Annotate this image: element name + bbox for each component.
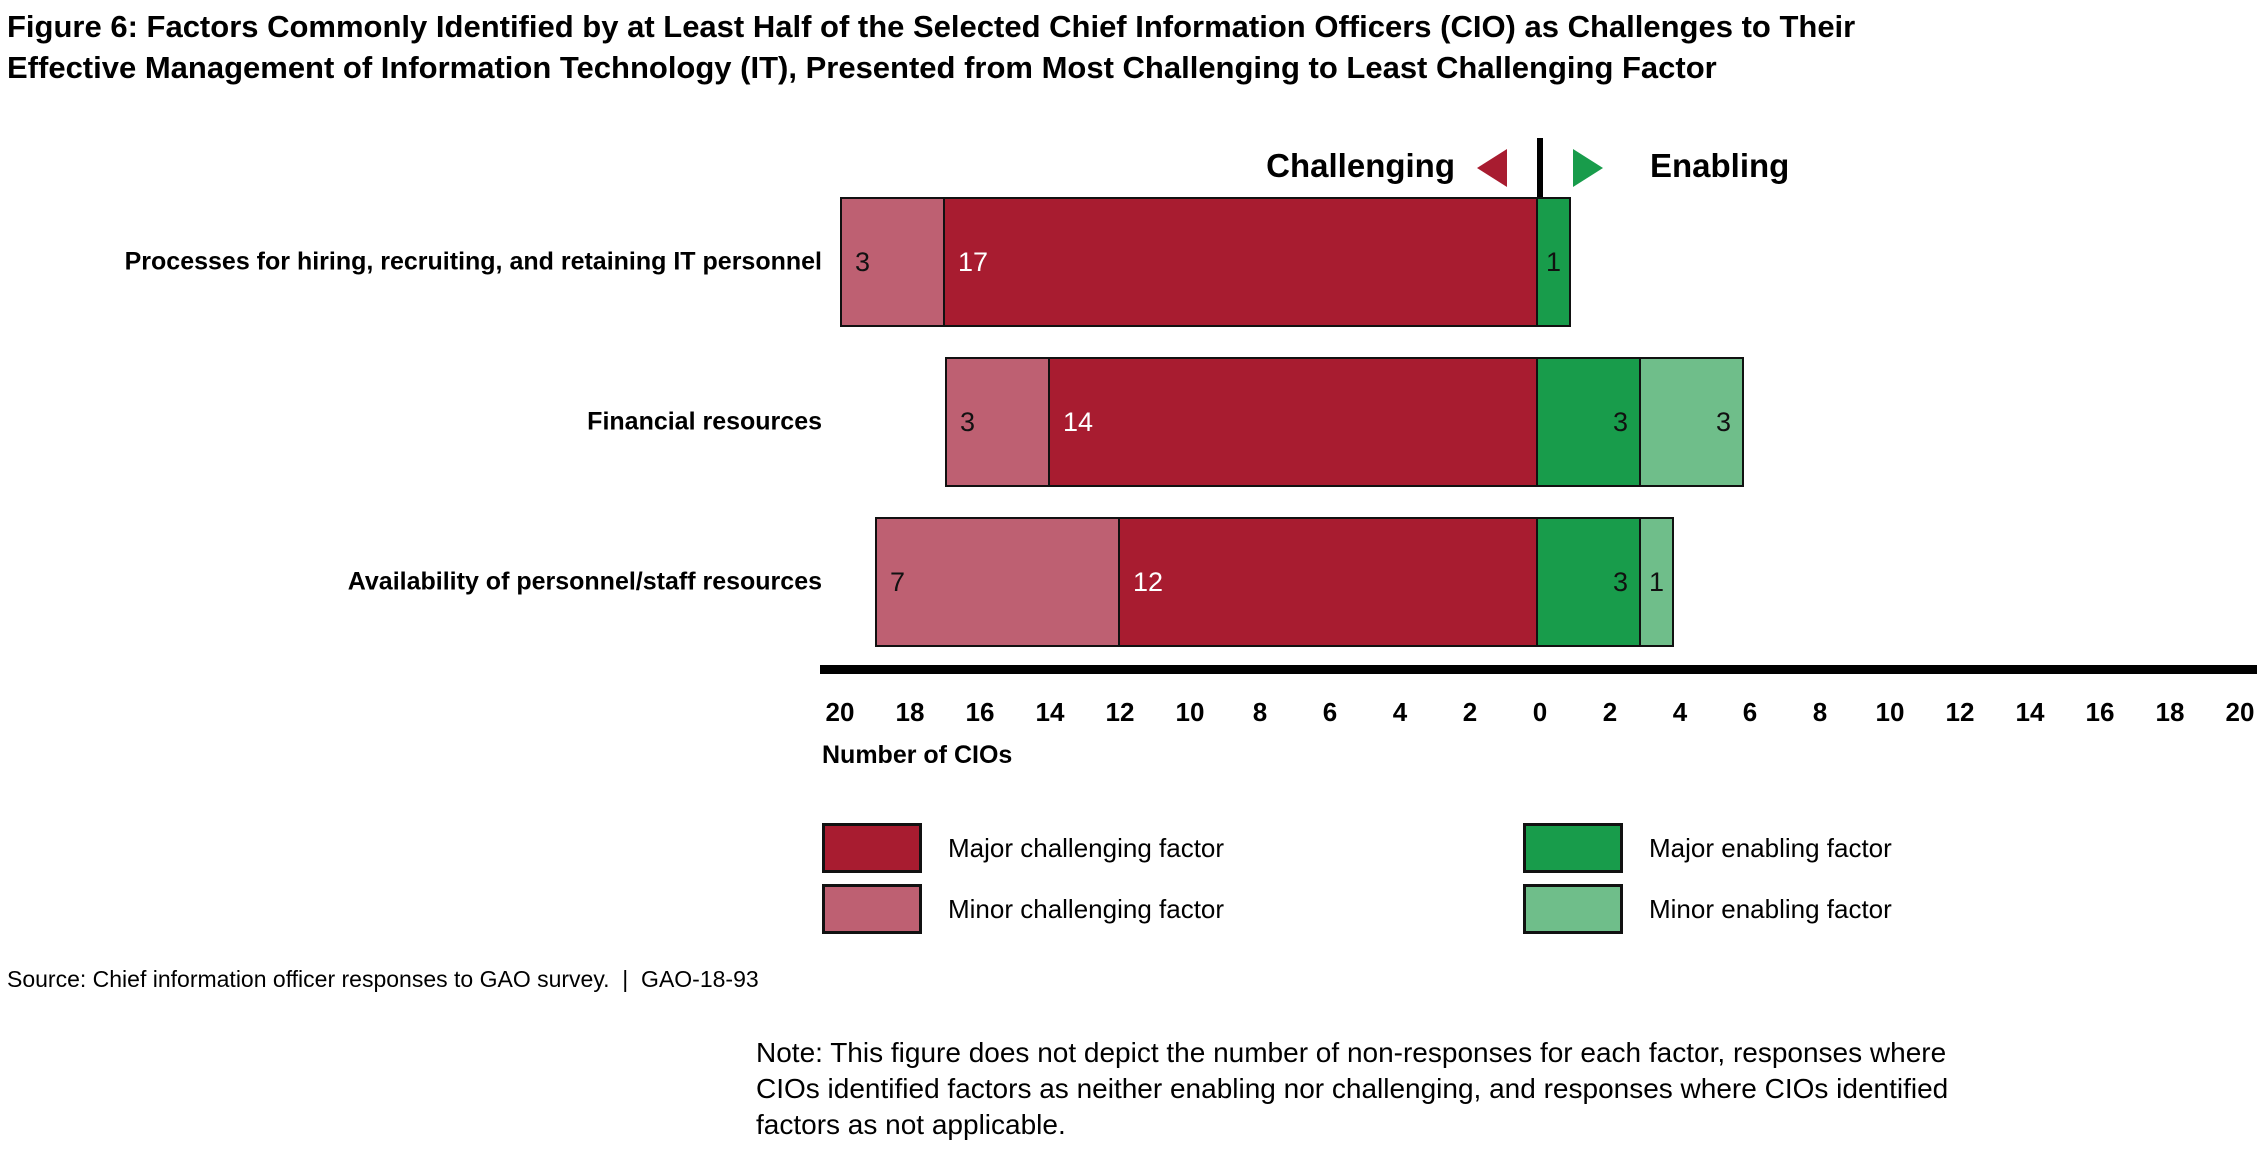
right-arrow-icon bbox=[1573, 149, 1603, 187]
axis-tick: 20 bbox=[825, 697, 855, 727]
bar-segment-value: 14 bbox=[1063, 406, 1094, 437]
legend-swatch-major-enabling bbox=[1523, 823, 1623, 873]
axis-tick: 18 bbox=[895, 697, 925, 727]
legend-swatch-minor-enabling bbox=[1523, 884, 1623, 934]
bar-segment-value: 3 bbox=[1612, 406, 1628, 437]
axis-tick: 12 bbox=[1105, 697, 1135, 727]
bar-segment-major-enabling: 3 bbox=[1536, 517, 1641, 647]
legend-label: Minor enabling factor bbox=[1649, 893, 1892, 924]
bar-segment-value: 1 bbox=[1648, 566, 1665, 597]
note-line-2: CIOs identified factors as neither enabl… bbox=[756, 1073, 1949, 1104]
axis-tick: 2 bbox=[1602, 697, 1618, 727]
axis-tick: 14 bbox=[1035, 697, 1065, 727]
bar-segment-minor-enabling: 3 bbox=[1639, 357, 1744, 487]
bar-segment-value: 17 bbox=[958, 246, 989, 277]
bar-segment-minor-challenging: 3 bbox=[840, 197, 945, 327]
legend-swatch-major-challenging bbox=[822, 823, 922, 873]
axis-tick: 6 bbox=[1742, 697, 1758, 727]
axis-tick: 6 bbox=[1322, 697, 1338, 727]
figure-note: Note: This figure does not depict the nu… bbox=[756, 1035, 2216, 1143]
legend-label: Major enabling factor bbox=[1649, 832, 1892, 863]
axis-tick: 4 bbox=[1392, 697, 1408, 727]
x-axis-label: Number of CIOs bbox=[822, 741, 1013, 769]
axis-tick: 20 bbox=[2225, 697, 2255, 727]
axis-tick: 8 bbox=[1812, 697, 1828, 727]
legend-label: Minor challenging factor bbox=[948, 893, 1225, 924]
bar-segment-major-challenging: 12 bbox=[1118, 517, 1538, 647]
legend-item-major-challenging: Major challenging factor bbox=[822, 823, 1224, 873]
axis-tick: 16 bbox=[2085, 697, 2115, 727]
category-label: Availability of personnel/staff resource… bbox=[347, 567, 822, 596]
bar-segment-value: 7 bbox=[890, 566, 906, 597]
challenging-direction-label: Challenging bbox=[1266, 147, 1455, 184]
bar-segment-minor-challenging: 7 bbox=[875, 517, 1120, 647]
legend-swatch-minor-challenging bbox=[822, 884, 922, 934]
bar-segment-value: 1 bbox=[1545, 246, 1562, 277]
bar-segment-major-enabling: 3 bbox=[1536, 357, 1641, 487]
x-axis-line bbox=[820, 665, 2257, 674]
bar-segment-major-enabling: 1 bbox=[1536, 197, 1571, 327]
axis-tick: 10 bbox=[1175, 697, 1205, 727]
bar-segment-value: 3 bbox=[855, 246, 871, 277]
figure-title: Figure 6: Factors Commonly Identified by… bbox=[7, 6, 2257, 88]
left-arrow-icon bbox=[1477, 149, 1507, 187]
legend-item-minor-enabling: Minor enabling factor bbox=[1523, 884, 1892, 934]
axis-tick: 14 bbox=[2015, 697, 2045, 727]
bar-segment-value: 3 bbox=[960, 406, 976, 437]
bar-row: 3 14 3 3 bbox=[945, 357, 1744, 487]
axis-tick: 10 bbox=[1875, 697, 1905, 727]
axis-tick: 4 bbox=[1672, 697, 1688, 727]
legend-item-major-enabling: Major enabling factor bbox=[1523, 823, 1892, 873]
note-line-1: Note: This figure does not depict the nu… bbox=[756, 1037, 1947, 1068]
note-line-3: factors as not applicable. bbox=[756, 1109, 1066, 1140]
legend-item-minor-challenging: Minor challenging factor bbox=[822, 884, 1224, 934]
legend-label: Major challenging factor bbox=[948, 832, 1225, 863]
bar-segment-minor-enabling: 1 bbox=[1639, 517, 1674, 647]
axis-tick: 18 bbox=[2155, 697, 2185, 727]
bar-row: 3 17 1 bbox=[840, 197, 1571, 327]
bar-segment-value: 12 bbox=[1133, 566, 1164, 597]
figure-title-line-1: Figure 6: Factors Commonly Identified by… bbox=[7, 9, 1856, 44]
axis-tick: 0 bbox=[1532, 697, 1548, 727]
category-label: Financial resources bbox=[587, 407, 822, 436]
direction-divider bbox=[1537, 138, 1543, 204]
bar-segment-major-challenging: 17 bbox=[943, 197, 1538, 327]
bar-segment-value: 3 bbox=[1715, 406, 1731, 437]
category-label: Processes for hiring, recruiting, and re… bbox=[124, 247, 822, 276]
figure-title-line-2: Effective Management of Information Tech… bbox=[7, 50, 1717, 85]
axis-tick: 8 bbox=[1252, 697, 1268, 727]
axis-tick: 2 bbox=[1462, 697, 1478, 727]
enabling-direction-label: Enabling bbox=[1650, 147, 1790, 184]
bar-segment-value: 3 bbox=[1612, 566, 1628, 597]
bar-segment-minor-challenging: 3 bbox=[945, 357, 1050, 487]
bar-row: 7 12 3 1 bbox=[875, 517, 1674, 647]
axis-tick: 12 bbox=[1945, 697, 1975, 727]
source-line: Source: Chief information officer respon… bbox=[7, 966, 759, 992]
bar-segment-major-challenging: 14 bbox=[1048, 357, 1538, 487]
axis-tick: 16 bbox=[965, 697, 995, 727]
